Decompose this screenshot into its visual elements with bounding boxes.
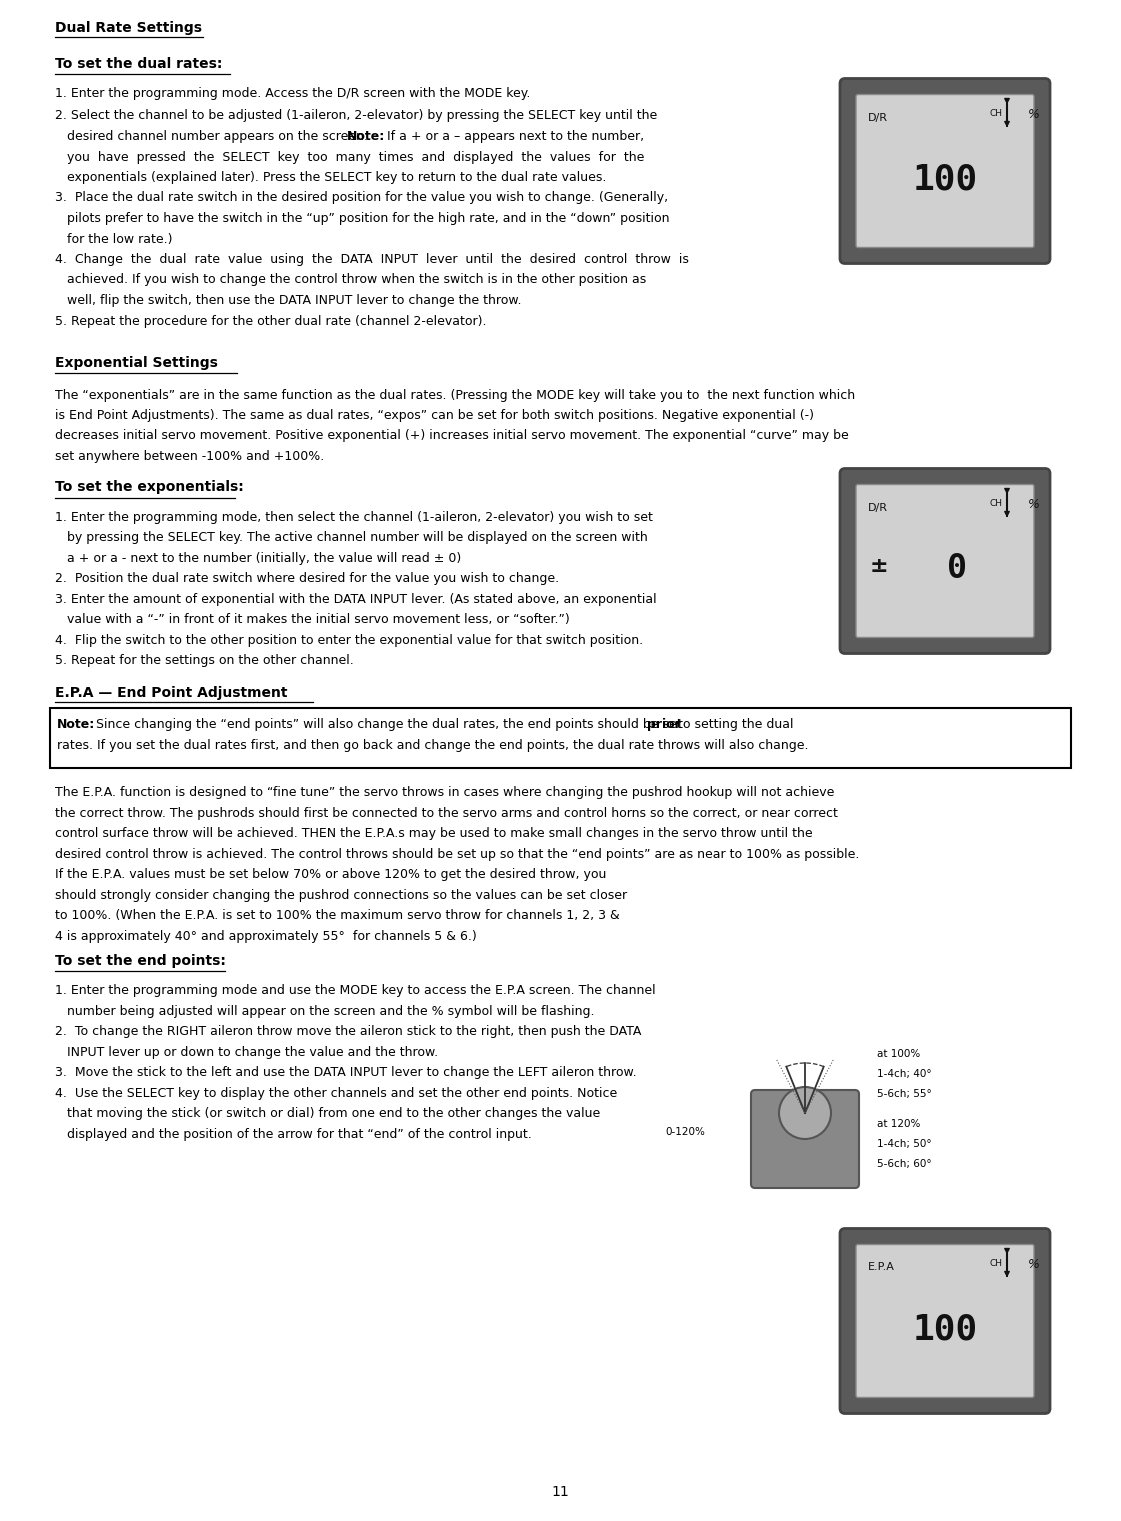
FancyBboxPatch shape — [856, 94, 1034, 248]
Text: 0-120%: 0-120% — [665, 1127, 705, 1138]
Circle shape — [779, 1088, 831, 1139]
Text: by pressing the SELECT key. The active channel number will be displayed on the s: by pressing the SELECT key. The active c… — [55, 531, 648, 545]
Text: to setting the dual: to setting the dual — [674, 718, 794, 732]
Text: To set the exponentials:: To set the exponentials: — [55, 481, 243, 494]
Text: D/R: D/R — [868, 502, 888, 513]
Text: desired channel number appears on the screen.: desired channel number appears on the sc… — [55, 129, 372, 143]
Text: decreases initial servo movement. Positive exponential (+) increases initial ser: decreases initial servo movement. Positi… — [55, 429, 849, 443]
Text: rates. If you set the dual rates first, and then go back and change the end poin: rates. If you set the dual rates first, … — [57, 739, 808, 751]
FancyBboxPatch shape — [50, 707, 1071, 768]
Text: 4.  Change  the  dual  rate  value  using  the  DATA  INPUT  lever  until  the  : 4. Change the dual rate value using the … — [55, 252, 689, 266]
Text: desired control throw is achieved. The control throws should be set up so that t: desired control throw is achieved. The c… — [55, 847, 860, 861]
Text: If the E.P.A. values must be set below 70% or above 120% to get the desired thro: If the E.P.A. values must be set below 7… — [55, 868, 606, 881]
Text: at 120%: at 120% — [877, 1119, 920, 1129]
Text: ±: ± — [870, 557, 889, 576]
Text: achieved. If you wish to change the control throw when the switch is in the othe: achieved. If you wish to change the cont… — [55, 274, 646, 286]
Text: E.P.A — End Point Adjustment: E.P.A — End Point Adjustment — [55, 686, 287, 700]
Text: a + or a - next to the number (initially, the value will read ± 0): a + or a - next to the number (initially… — [55, 552, 461, 564]
Text: 100: 100 — [912, 1313, 978, 1346]
Text: 4.  Flip the switch to the other position to enter the exponential value for tha: 4. Flip the switch to the other position… — [55, 634, 643, 646]
Text: 1-4ch; 50°: 1-4ch; 50° — [877, 1139, 932, 1148]
Text: 1. Enter the programming mode. Access the D/R screen with the MODE key.: 1. Enter the programming mode. Access th… — [55, 87, 530, 100]
Text: D/R: D/R — [868, 113, 888, 123]
Text: pilots prefer to have the switch in the “up” position for the high rate, and in : pilots prefer to have the switch in the … — [55, 211, 669, 225]
FancyBboxPatch shape — [840, 468, 1050, 654]
Text: E.P.A: E.P.A — [868, 1262, 895, 1273]
Text: control surface throw will be achieved. THEN the E.P.A.s may be used to make sma: control surface throw will be achieved. … — [55, 827, 813, 840]
Text: CH: CH — [990, 499, 1003, 508]
FancyBboxPatch shape — [751, 1091, 859, 1188]
Text: 1. Enter the programming mode, then select the channel (1-aileron, 2-elevator) y: 1. Enter the programming mode, then sele… — [55, 511, 652, 523]
Text: 5-6ch; 55°: 5-6ch; 55° — [877, 1089, 932, 1100]
Text: Note:: Note: — [57, 718, 95, 732]
Text: 11: 11 — [552, 1484, 569, 1500]
Text: To set the end points:: To set the end points: — [55, 954, 225, 967]
FancyBboxPatch shape — [856, 485, 1034, 637]
Text: The “exponentials” are in the same function as the dual rates. (Pressing the MOD: The “exponentials” are in the same funct… — [55, 388, 855, 402]
Text: 2.  Position the dual rate switch where desired for the value you wish to change: 2. Position the dual rate switch where d… — [55, 572, 559, 586]
Text: 100: 100 — [912, 163, 978, 196]
Text: CH: CH — [990, 1258, 1003, 1267]
Text: INPUT lever up or down to change the value and the throw.: INPUT lever up or down to change the val… — [55, 1045, 438, 1059]
Text: 4.  Use the SELECT key to display the other channels and set the other end point: 4. Use the SELECT key to display the oth… — [55, 1086, 618, 1100]
Text: To set the dual rates:: To set the dual rates: — [55, 56, 222, 71]
Text: set anywhere between -100% and +100%.: set anywhere between -100% and +100%. — [55, 450, 324, 462]
Text: 4 is approximately 40° and approximately 55°  for channels 5 & 6.): 4 is approximately 40° and approximately… — [55, 929, 476, 943]
Text: 5-6ch; 60°: 5-6ch; 60° — [877, 1159, 932, 1170]
Text: well, flip the switch, then use the DATA INPUT lever to change the throw.: well, flip the switch, then use the DATA… — [55, 294, 521, 307]
Text: Exponential Settings: Exponential Settings — [55, 356, 217, 371]
Text: at 100%: at 100% — [877, 1049, 920, 1059]
FancyBboxPatch shape — [840, 79, 1050, 263]
Text: Note:: Note: — [346, 129, 385, 143]
Text: 0: 0 — [947, 552, 967, 586]
Text: 5. Repeat for the settings on the other channel.: 5. Repeat for the settings on the other … — [55, 654, 354, 668]
Text: 2. Select the channel to be adjusted (1-aileron, 2-elevator) by pressing the SEL: 2. Select the channel to be adjusted (1-… — [55, 110, 657, 123]
Text: displayed and the position of the arrow for that “end” of the control input.: displayed and the position of the arrow … — [55, 1127, 531, 1141]
Text: 5. Repeat the procedure for the other dual rate (channel 2-elevator).: 5. Repeat the procedure for the other du… — [55, 315, 487, 327]
Text: that moving the stick (or switch or dial) from one end to the other changes the : that moving the stick (or switch or dial… — [55, 1107, 600, 1119]
Text: CH: CH — [990, 108, 1003, 117]
Text: 3.  Place the dual rate switch in the desired position for the value you wish to: 3. Place the dual rate switch in the des… — [55, 192, 668, 204]
Text: value with a “-” in front of it makes the initial servo movement less, or “softe: value with a “-” in front of it makes th… — [55, 613, 569, 627]
Text: for the low rate.): for the low rate.) — [55, 233, 173, 245]
Text: to 100%. (When the E.P.A. is set to 100% the maximum servo throw for channels 1,: to 100%. (When the E.P.A. is set to 100%… — [55, 910, 620, 922]
FancyBboxPatch shape — [840, 1229, 1050, 1413]
Text: 2.  To change the RIGHT aileron throw move the aileron stick to the right, then : 2. To change the RIGHT aileron throw mov… — [55, 1025, 641, 1037]
FancyBboxPatch shape — [856, 1244, 1034, 1398]
Text: Since changing the “end points” will also change the dual rates, the end points : Since changing the “end points” will als… — [92, 718, 685, 732]
Text: exponentials (explained later). Press the SELECT key to return to the dual rate : exponentials (explained later). Press th… — [55, 170, 606, 184]
Text: should strongly consider changing the pushrod connections so the values can be s: should strongly consider changing the pu… — [55, 888, 627, 902]
Text: Dual Rate Settings: Dual Rate Settings — [55, 21, 202, 35]
Text: 1-4ch; 40°: 1-4ch; 40° — [877, 1069, 932, 1078]
Text: If a + or a – appears next to the number,: If a + or a – appears next to the number… — [383, 129, 645, 143]
Text: 3.  Move the stick to the left and use the DATA INPUT lever to change the LEFT a: 3. Move the stick to the left and use th… — [55, 1066, 637, 1078]
Text: 3. Enter the amount of exponential with the DATA INPUT lever. (As stated above, : 3. Enter the amount of exponential with … — [55, 593, 657, 605]
Text: %: % — [1028, 497, 1040, 511]
Text: number being adjusted will appear on the screen and the % symbol will be flashin: number being adjusted will appear on the… — [55, 1004, 594, 1018]
Text: The E.P.A. function is designed to “fine tune” the servo throws in cases where c: The E.P.A. function is designed to “fine… — [55, 786, 834, 799]
Text: is End Point Adjustments). The same as dual rates, “expos” can be set for both s: is End Point Adjustments). The same as d… — [55, 409, 814, 421]
Text: the correct throw. The pushrods should first be connected to the servo arms and : the correct throw. The pushrods should f… — [55, 806, 837, 820]
Text: prior: prior — [647, 718, 680, 732]
Text: 1. Enter the programming mode and use the MODE key to access the E.P.A screen. T: 1. Enter the programming mode and use th… — [55, 984, 656, 996]
Text: %: % — [1028, 108, 1040, 122]
Text: you  have  pressed  the  SELECT  key  too  many  times  and  displayed  the  val: you have pressed the SELECT key too many… — [55, 151, 645, 163]
Text: %: % — [1028, 1258, 1040, 1272]
